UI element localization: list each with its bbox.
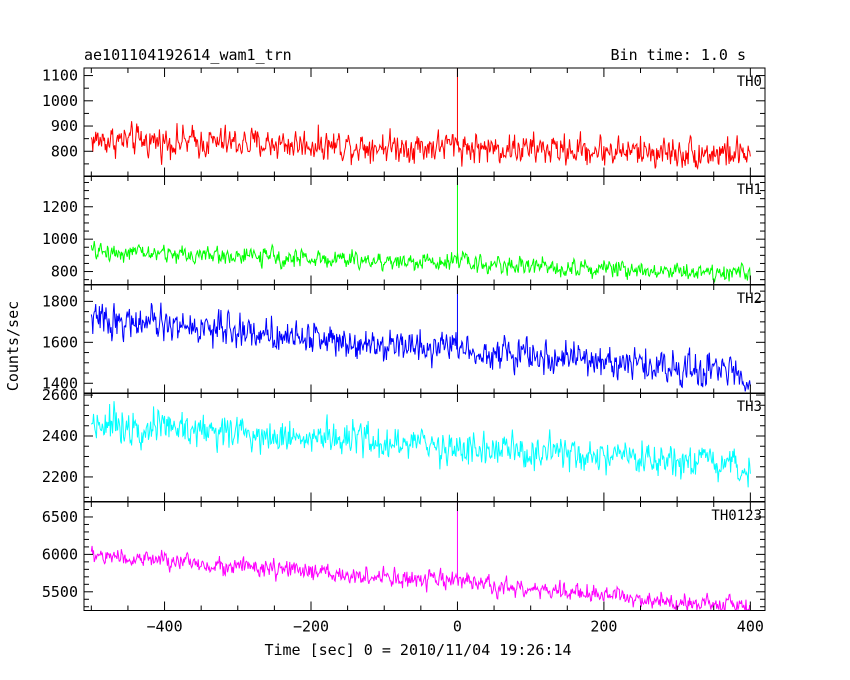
y-tick-label: 1000 xyxy=(42,230,78,248)
x-axis-title: Time [sec] 0 = 2010/11/04 19:26:14 xyxy=(264,641,571,659)
panel-th3: 2200 2400 2600 TH3 xyxy=(42,386,766,502)
y-tick-label: 2600 xyxy=(42,386,78,404)
series-line-th0 xyxy=(90,68,751,171)
x-tick-label: 200 xyxy=(590,618,617,636)
x-tick-label: −400 xyxy=(146,618,182,636)
y-tick-label: 900 xyxy=(51,117,78,135)
y-axis-title: Counts/sec xyxy=(4,301,22,391)
y-tick-label: 1000 xyxy=(42,92,78,110)
panel-label-th0: TH0 xyxy=(737,74,762,90)
panel-frame xyxy=(83,501,766,611)
panel-label-th0123: TH0123 xyxy=(711,508,762,524)
panel-th1: 800 1000 1200 TH1 xyxy=(42,175,766,285)
y-tick-label: 2200 xyxy=(42,468,78,486)
y-tick-label: 6000 xyxy=(42,545,78,563)
panel-frame xyxy=(83,392,766,502)
series-line-th0123 xyxy=(90,502,751,611)
y-tick-label: 1200 xyxy=(42,198,78,216)
panel-label-th2: TH2 xyxy=(737,291,762,307)
y-tick-label: 2400 xyxy=(42,427,78,445)
bin-time-label: Bin time: 1.0 s xyxy=(611,46,746,64)
y-tick-label: 1100 xyxy=(42,67,78,85)
panel-frame xyxy=(83,175,766,285)
y-tick-label: 1800 xyxy=(42,292,78,310)
series-line-th1 xyxy=(90,176,751,283)
y-tick-label: 1600 xyxy=(42,333,78,351)
panel-th0: 800 900 1000 1100 TH0 xyxy=(42,67,766,177)
x-tick-label: 400 xyxy=(737,618,764,636)
y-tick-label: 5500 xyxy=(42,583,78,601)
y-tick-label: 800 xyxy=(51,263,78,281)
series-line-th3 xyxy=(90,401,751,488)
series-line-th2 xyxy=(90,285,751,392)
chart-title: ae101104192614_wam1_trn xyxy=(84,46,292,64)
panel-th0123: 5500 6000 6500 TH0123 xyxy=(42,501,766,611)
y-tick-label: 1400 xyxy=(42,374,78,392)
panel-label-th3: TH3 xyxy=(737,399,762,415)
panel-frame xyxy=(83,284,766,394)
panel-label-th1: TH1 xyxy=(737,182,762,198)
x-tick-label: −200 xyxy=(293,618,329,636)
x-tick-label: 0 xyxy=(453,618,462,636)
y-tick-label: 6500 xyxy=(42,508,78,526)
y-tick-label: 800 xyxy=(51,142,78,160)
panel-th2: 1400 1600 1800 TH2 xyxy=(42,284,766,394)
